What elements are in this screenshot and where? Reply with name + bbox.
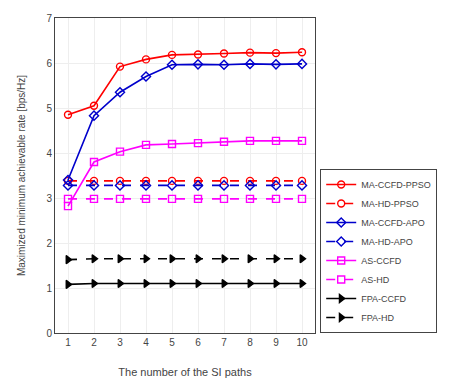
svg-text:6: 6: [195, 337, 201, 348]
svg-text:7: 7: [46, 13, 52, 24]
svg-text:MA-CCFD-PPSO: MA-CCFD-PPSO: [361, 180, 431, 190]
svg-text:FPA-HD: FPA-HD: [361, 313, 394, 323]
svg-text:5: 5: [46, 103, 52, 114]
svg-text:MA-HD-PPSO: MA-HD-PPSO: [361, 199, 419, 209]
svg-text:AS-HD: AS-HD: [361, 275, 390, 285]
svg-text:10: 10: [296, 337, 308, 348]
svg-text:MA-CCFD-APO: MA-CCFD-APO: [361, 218, 425, 228]
svg-text:Maximized minimum achievable r: Maximized minimum achievable rate [bps/H…: [16, 75, 27, 276]
svg-text:MA-HD-APO: MA-HD-APO: [361, 237, 413, 247]
svg-text:1: 1: [65, 337, 71, 348]
svg-text:9: 9: [273, 337, 279, 348]
svg-text:4: 4: [46, 148, 52, 159]
svg-text:1: 1: [46, 283, 52, 294]
svg-text:5: 5: [169, 337, 175, 348]
svg-text:7: 7: [221, 337, 227, 348]
svg-text:8: 8: [247, 337, 253, 348]
svg-text:3: 3: [117, 337, 123, 348]
svg-text:2: 2: [46, 238, 52, 249]
svg-text:The number of the SI paths: The number of the SI paths: [118, 366, 252, 378]
svg-text:AS-CCFD: AS-CCFD: [361, 256, 401, 266]
svg-text:0: 0: [46, 328, 52, 339]
svg-text:2: 2: [91, 337, 97, 348]
svg-text:6: 6: [46, 58, 52, 69]
svg-text:FPA-CCFD: FPA-CCFD: [361, 294, 406, 304]
svg-text:3: 3: [46, 193, 52, 204]
svg-text:4: 4: [143, 337, 149, 348]
